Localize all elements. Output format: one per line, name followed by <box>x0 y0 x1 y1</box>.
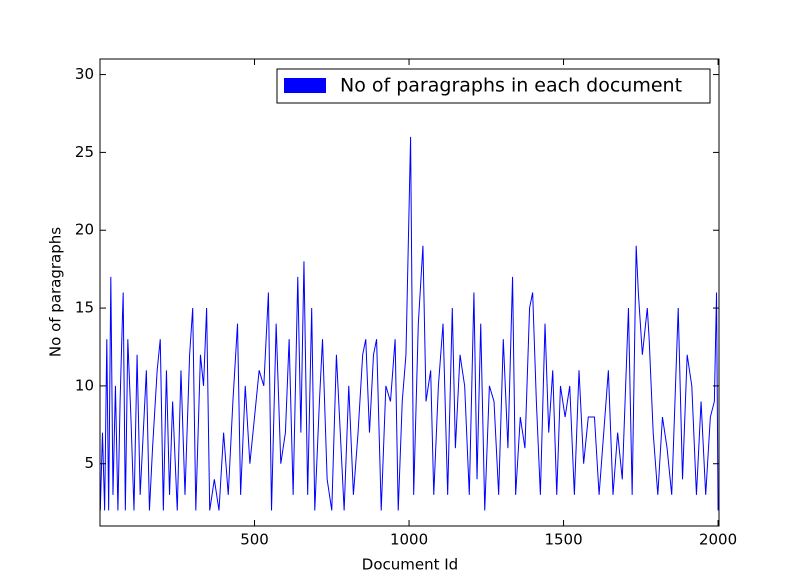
y-tick-label: 20 <box>75 221 94 239</box>
y-tick-label: 15 <box>75 299 94 317</box>
x-tick-label: 500 <box>240 531 269 549</box>
x-axis-label: Document Id <box>362 556 458 574</box>
y-axis-label: No of paragraphs <box>47 227 65 357</box>
x-tick-label: 2000 <box>699 531 737 549</box>
legend-swatch <box>284 78 326 93</box>
x-tick-label: 1500 <box>544 531 582 549</box>
y-tick-label: 10 <box>75 376 94 394</box>
legend-box <box>276 68 711 104</box>
legend-label: No of paragraphs in each document <box>340 75 682 97</box>
y-tick-label: 30 <box>75 65 94 83</box>
y-tick-label: 5 <box>84 454 94 472</box>
data-line <box>99 136 719 511</box>
plot-frame <box>99 58 720 527</box>
y-tick-label: 25 <box>75 143 94 161</box>
x-tick-label: 1000 <box>390 531 428 549</box>
